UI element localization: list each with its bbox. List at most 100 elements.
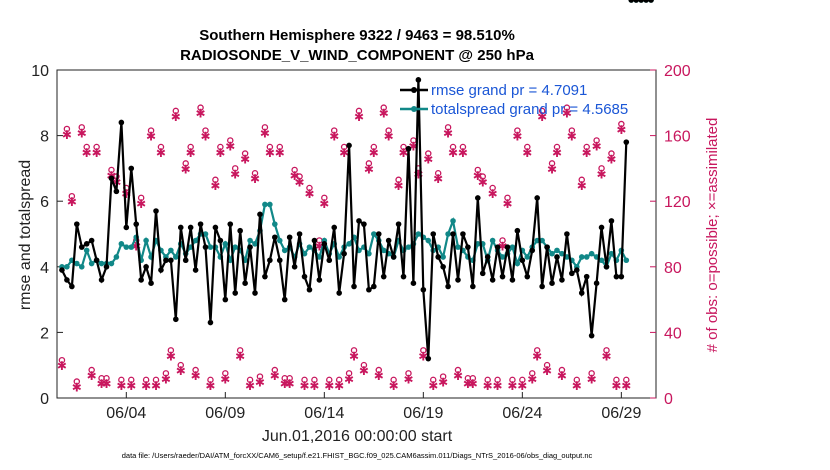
obs-possible-point [439, 373, 447, 380]
obs-possible-point [192, 366, 199, 374]
rmse-point [470, 283, 476, 290]
rmse-point [237, 227, 243, 234]
obs-assimilated-point: ✱ [369, 146, 379, 160]
rmse-point [375, 231, 382, 237]
obs-possible-point [449, 143, 457, 151]
chart-title-line1: Southern Hemisphere 9322 / 9463 = 98.510… [199, 27, 515, 44]
y2-tick-label: 0 [664, 391, 673, 408]
obs-assimilated-point: ✱ [72, 381, 82, 395]
obs-assimilated-point: ✱ [230, 167, 240, 181]
rmse-point [242, 280, 248, 287]
obs-possible-point [573, 376, 581, 384]
obs-assimilated-point: ✱ [299, 379, 309, 393]
obs-possible-point [286, 374, 293, 382]
x-tick-label: 06/19 [403, 405, 443, 422]
obs-possible-point [380, 104, 387, 111]
obs-possible-point [355, 107, 363, 115]
totalspread-point [252, 241, 258, 247]
obs-possible-point [524, 143, 531, 151]
obs-possible-point [533, 347, 541, 354]
obs-possible-point [538, 107, 546, 115]
obs-possible-point [583, 143, 590, 151]
rmse-point [465, 244, 471, 250]
totalspread-point [207, 244, 214, 250]
obs-possible-point [578, 176, 585, 184]
rmse-point [559, 277, 565, 283]
rmse-point [534, 195, 540, 201]
obs-assimilated-point: ✱ [250, 172, 260, 186]
rmse-point [529, 247, 536, 254]
obs-assimilated-point: ✱ [438, 376, 448, 390]
rmse-point [341, 250, 347, 257]
obs-assimilated-point: ✱ [359, 364, 369, 378]
obs-assimilated-point: ✱ [220, 372, 230, 386]
obs-assimilated-point: ✱ [131, 239, 141, 253]
rmse-point [524, 273, 531, 280]
totalspread-point [83, 247, 90, 254]
obs-assimilated-point: ✱ [176, 364, 186, 378]
obs-assimilated-point: ✱ [552, 146, 562, 160]
totalspread-point [232, 244, 239, 250]
obs-possible-point [251, 169, 259, 177]
obs-possible-point [68, 192, 76, 200]
y2-axis-label: # of obs: o=possible; ×=assimilated [704, 118, 721, 353]
totalspread-point [128, 244, 135, 250]
rmse-point [588, 332, 595, 339]
rmse-point [252, 290, 258, 296]
totalspread-point [272, 221, 278, 227]
obs-possible-point [613, 376, 620, 384]
y-tick-label: 6 [40, 194, 49, 211]
obs-possible-point [311, 376, 318, 384]
totalspread-point [113, 254, 120, 260]
obs-possible-point [276, 143, 284, 151]
totalspread-point [539, 237, 545, 244]
obs-possible-point [504, 194, 511, 202]
legend-spread-label: totalspread grand pr = 4.5685 [431, 101, 628, 118]
totalspread-point [405, 244, 412, 250]
obs-assimilated-point: ✱ [319, 197, 329, 211]
y-tick-label: 0 [40, 391, 49, 408]
rmse-point [489, 277, 496, 283]
rmse-point [450, 231, 456, 237]
totalspread-point [276, 237, 283, 244]
rmse-point [276, 257, 283, 264]
totalspread-point [123, 244, 130, 250]
obs-possible-point [266, 143, 274, 151]
obs-count-series: ✱ ✱ ✱ ✱ ✱ ✱ ✱ ✱ ✱ ✱ ✱ ✱ ✱ ✱ ✱ ✱ ✱ ✱ ✱ ✱ ✱ ✱ ✱ ✱ ✱ ✱ ✱ ✱ ✱ ✱ ✱ ✱ ✱ ✱ ✱ ✱ ✱ ✱ ✱ ✱… [57, 104, 631, 395]
rmse-point [78, 244, 85, 250]
rmse-point [227, 221, 234, 227]
obs-possible-point [222, 370, 229, 377]
obs-assimilated-point: ✱ [57, 359, 67, 373]
obs-possible-point [326, 376, 333, 384]
rmse-point [356, 218, 362, 224]
y2-tick-label: 120 [664, 194, 691, 211]
obs-assimilated-point: ✱ [324, 379, 334, 393]
obs-possible-point [375, 366, 383, 374]
obs-assimilated-point: ✱ [280, 377, 290, 391]
legend-rmse-marker [411, 87, 417, 93]
obs-possible-point [563, 104, 571, 111]
totalspread-point [499, 254, 506, 260]
obs-possible-point [618, 120, 625, 128]
obs-assimilated-point: ✱ [606, 153, 616, 167]
obs-assimilated-point: ✱ [374, 369, 384, 383]
rmse-point [608, 218, 615, 224]
obs-assimilated-point: ✱ [339, 146, 349, 160]
obs-possible-point [246, 376, 254, 384]
obs-assimilated-point: ✱ [458, 146, 468, 160]
obs-possible-point [568, 127, 576, 134]
rmse-point [366, 286, 372, 293]
obs-assimilated-point: ✱ [304, 187, 314, 201]
obs-possible-point [425, 150, 432, 157]
obs-assimilated-point: ✱ [290, 169, 300, 183]
obs-possible-point [558, 366, 566, 374]
obs-assimilated-point: ✱ [611, 379, 621, 393]
obs-assimilated-point: ✱ [191, 369, 201, 383]
rmse-point [484, 254, 491, 260]
obs-assimilated-point: ✱ [433, 172, 443, 186]
rmse-point [415, 77, 422, 83]
obs-assimilated-point: ✱ [507, 379, 517, 393]
rmse-point [74, 221, 80, 227]
obs-assimilated-point: ✱ [483, 379, 493, 393]
